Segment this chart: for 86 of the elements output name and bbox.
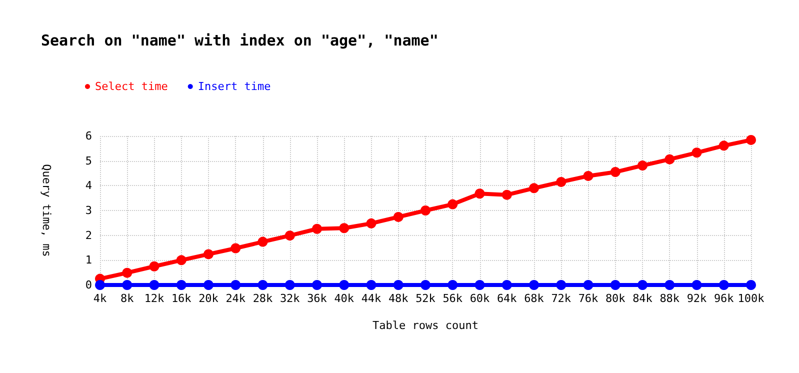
x-tick-label: 68k [524, 292, 544, 305]
x-tick-label: 12k [144, 292, 165, 305]
point [448, 199, 458, 210]
y-tick-label: 5 [85, 154, 92, 168]
point [583, 170, 594, 181]
x-tick-label: 40k [334, 292, 354, 305]
point [122, 268, 132, 278]
y-tick-label: 2 [85, 228, 92, 242]
point [230, 280, 241, 290]
point [420, 280, 430, 290]
point [176, 255, 186, 266]
point [610, 167, 620, 178]
point [746, 280, 756, 290]
x-tick-label: 36k [307, 292, 328, 305]
point [393, 212, 404, 222]
x-tick-label: 92k [686, 292, 708, 305]
x-tick-label: 60k [470, 292, 490, 305]
point [448, 280, 458, 290]
point [95, 280, 105, 290]
point [529, 183, 539, 194]
point [284, 280, 295, 290]
point [312, 224, 322, 234]
point [204, 280, 214, 290]
point [746, 134, 756, 145]
point [366, 218, 376, 228]
x-tick-label: 100k [738, 292, 765, 305]
point [284, 230, 295, 241]
point [638, 280, 648, 290]
x-tick-label: 84k [632, 292, 653, 305]
x-tick-label: 80k [605, 292, 626, 305]
point [204, 249, 214, 260]
x-tick-label: 56k [442, 292, 463, 305]
y-tick-label: 1 [85, 254, 92, 267]
x-axis-title: Table rows count [372, 319, 478, 332]
point [420, 206, 430, 216]
x-tick-label: 20k [198, 292, 219, 305]
x-tick-label: 32k [280, 292, 300, 305]
x-tick-label: 8k [120, 292, 134, 305]
point [339, 280, 350, 290]
point [692, 148, 702, 158]
point [474, 188, 485, 199]
x-tick-label: 88k [660, 292, 680, 305]
point [529, 280, 539, 290]
y-tick-label: 6 [85, 130, 92, 142]
point [718, 140, 729, 151]
point [176, 280, 186, 290]
x-tick-label: 72k [551, 292, 572, 305]
point [258, 280, 268, 290]
point [230, 243, 241, 254]
point [610, 280, 620, 290]
x-tick-label: 16k [171, 292, 192, 305]
point [556, 176, 566, 187]
x-tick-label: 44k [361, 292, 382, 305]
x-tick-label: 28k [252, 292, 274, 305]
point [638, 160, 648, 171]
legend-label: Select time [95, 80, 168, 93]
x-tick-label: 4k [93, 292, 107, 305]
legend-label: Insert time [198, 80, 271, 93]
point [692, 280, 702, 290]
x-tick-label: 76k [578, 292, 599, 305]
y-axis-title: Query time, ms [40, 164, 53, 257]
point [502, 190, 512, 200]
point [393, 280, 404, 290]
point [149, 261, 160, 272]
x-tick-label: 96k [714, 292, 734, 305]
point [718, 280, 729, 290]
y-tick-label: 0 [85, 278, 92, 292]
y-tick-label: 4 [85, 179, 92, 192]
point [339, 223, 350, 234]
x-tick-label: 24k [226, 292, 246, 305]
point [583, 280, 594, 290]
point [474, 280, 485, 290]
point [556, 280, 566, 290]
x-tick-label: 48k [388, 292, 409, 305]
chart-title: Search on "name" with index on "age", "name" [41, 32, 438, 50]
point [664, 280, 675, 290]
point [312, 280, 322, 290]
x-tick-label: 64k [496, 292, 518, 305]
x-tick-label: 52k [416, 292, 436, 305]
point [366, 280, 376, 290]
point [502, 280, 512, 290]
point [122, 280, 132, 290]
y-tick-label: 3 [85, 204, 92, 217]
point [664, 154, 675, 164]
point [149, 280, 160, 290]
point [258, 236, 268, 247]
